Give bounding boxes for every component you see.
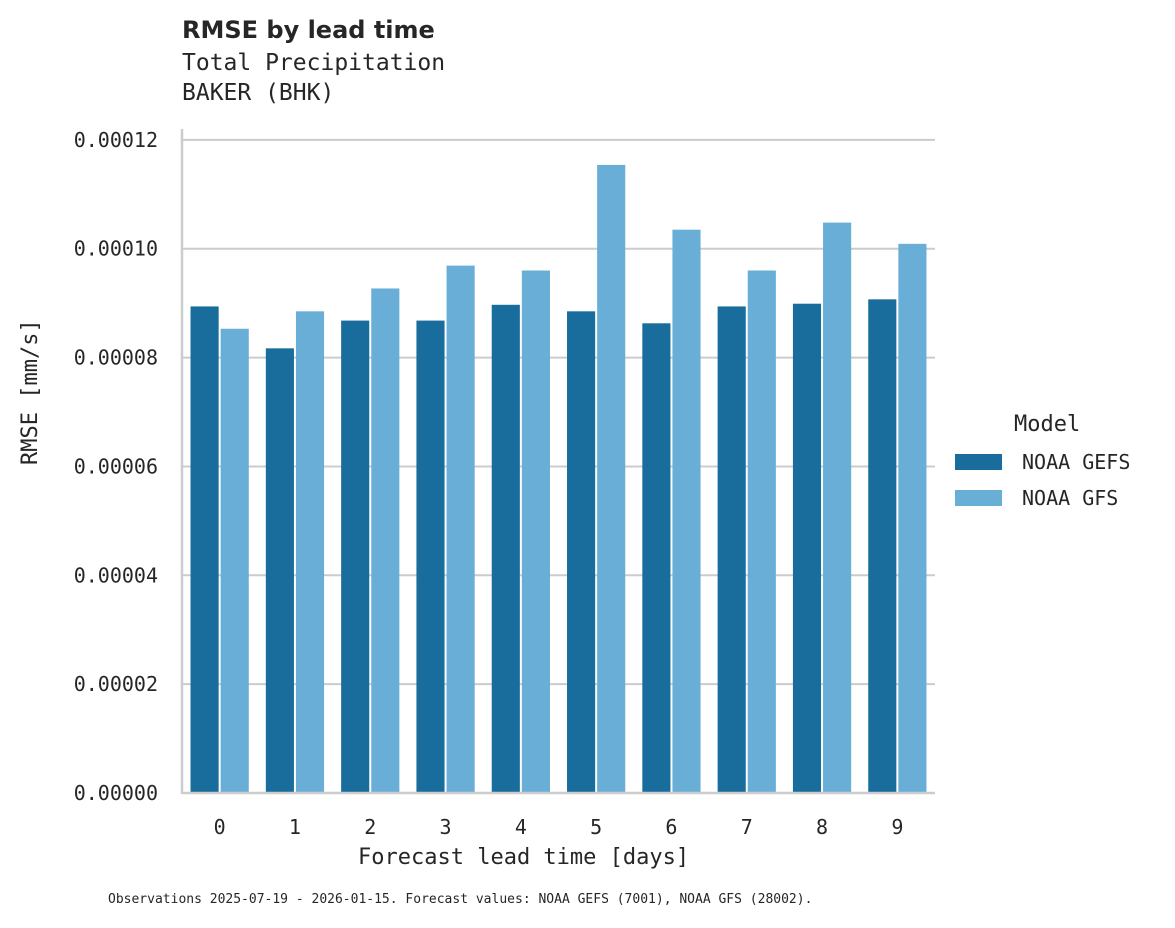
legend-title: Model bbox=[1014, 412, 1081, 437]
bar-noaa-gefs-7 bbox=[717, 306, 746, 793]
x-tick-label: 2 bbox=[364, 815, 376, 839]
bar-noaa-gefs-3 bbox=[416, 320, 445, 793]
y-tick-label: 0.00000 bbox=[74, 781, 158, 805]
chart-subtitle-station: BAKER (BHK) bbox=[182, 80, 335, 106]
bar-noaa-gfs-0 bbox=[220, 328, 249, 793]
bar-noaa-gefs-6 bbox=[642, 323, 671, 793]
y-tick-label: 0.00002 bbox=[74, 672, 158, 696]
bar-noaa-gfs-2 bbox=[371, 288, 400, 793]
y-tick-label: 0.00004 bbox=[74, 563, 158, 587]
legend-swatch-gfs bbox=[955, 490, 1002, 506]
x-tick-label: 8 bbox=[816, 815, 828, 839]
y-axis-label: RMSE [mm/s] bbox=[18, 319, 43, 465]
bar-noaa-gefs-5 bbox=[567, 311, 596, 793]
y-tick-label: 0.00010 bbox=[74, 237, 158, 261]
bar-noaa-gefs-1 bbox=[265, 348, 294, 793]
bar-noaa-gfs-3 bbox=[446, 265, 475, 793]
legend-swatch-gefs bbox=[955, 454, 1002, 470]
chart-title: RMSE by lead time bbox=[182, 16, 435, 44]
footnote: Observations 2025-07-19 - 2026-01-15. Fo… bbox=[108, 892, 813, 907]
y-tick-label: 0.00006 bbox=[74, 454, 158, 478]
bar-noaa-gefs-4 bbox=[491, 304, 520, 793]
bar-noaa-gefs-2 bbox=[341, 320, 370, 793]
x-tick-label: 0 bbox=[214, 815, 226, 839]
legend-item-gefs: NOAA GEFS bbox=[955, 450, 1130, 474]
x-axis-label: Forecast lead time [days] bbox=[358, 845, 690, 870]
bar-noaa-gefs-0 bbox=[190, 306, 219, 793]
x-tick-label: 4 bbox=[515, 815, 527, 839]
x-tick-label: 3 bbox=[440, 815, 452, 839]
legend-item-gfs: NOAA GFS bbox=[955, 486, 1118, 510]
chart-subtitle-variable: Total Precipitation bbox=[182, 50, 446, 76]
bar-noaa-gfs-8 bbox=[823, 222, 852, 794]
bar-noaa-gfs-5 bbox=[597, 164, 626, 793]
y-tick-label: 0.00012 bbox=[74, 128, 158, 152]
x-tick-label: 9 bbox=[891, 815, 903, 839]
bar-noaa-gefs-9 bbox=[868, 299, 897, 793]
x-tick-label: 1 bbox=[289, 815, 301, 839]
bar-noaa-gfs-1 bbox=[295, 311, 325, 793]
bar-noaa-gfs-6 bbox=[672, 229, 701, 793]
x-tick-label: 6 bbox=[665, 815, 677, 839]
bar-noaa-gefs-8 bbox=[792, 303, 822, 793]
x-tick-label: 5 bbox=[590, 815, 602, 839]
legend-label-gefs: NOAA GEFS bbox=[1022, 450, 1131, 474]
bar-noaa-gfs-9 bbox=[898, 243, 927, 793]
legend-label-gfs: NOAA GFS bbox=[1022, 486, 1119, 510]
x-tick-label: 7 bbox=[741, 815, 753, 839]
y-tick-label: 0.00008 bbox=[74, 346, 158, 370]
bar-noaa-gfs-7 bbox=[747, 270, 776, 794]
bar-noaa-gfs-4 bbox=[521, 270, 550, 794]
